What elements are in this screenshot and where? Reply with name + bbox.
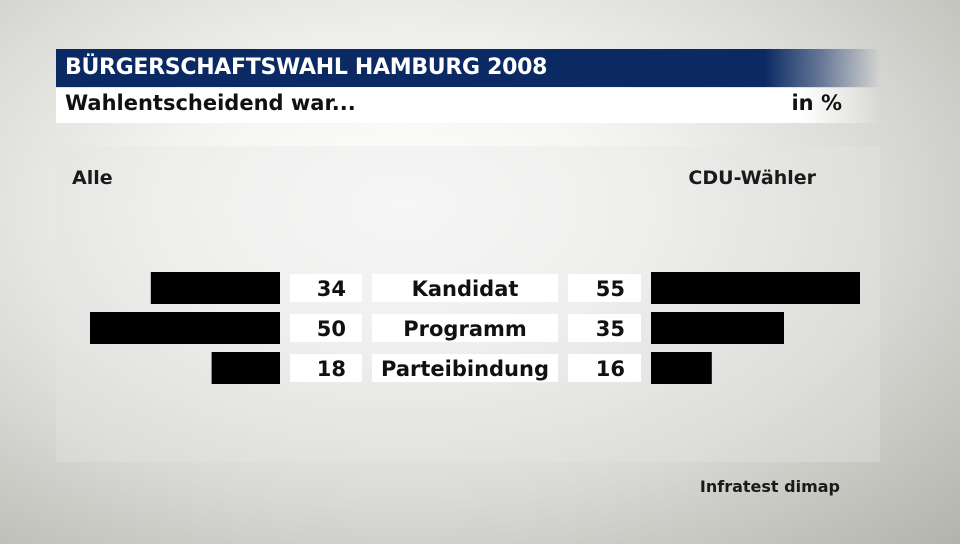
- chart-subtitle: Wahlentscheidend war...: [65, 91, 356, 115]
- value-box-right-0: [568, 274, 641, 302]
- value-label-right-2: 16: [596, 357, 625, 381]
- source-label: Infratest dimap: [699, 477, 840, 496]
- left-column-label: Alle: [72, 167, 113, 189]
- bar-left-2: [211, 352, 280, 384]
- category-label-0: Kandidat: [412, 277, 519, 301]
- unit-label: in %: [791, 91, 842, 115]
- category-label-2: Parteibindung: [381, 357, 549, 381]
- value-label-left-0: 34: [317, 277, 346, 301]
- bar-right-2: [651, 352, 712, 384]
- value-label-right-0: 55: [596, 277, 625, 301]
- value-box-right-1: [568, 314, 641, 342]
- value-box-left-0: [290, 274, 362, 302]
- bar-right-0: [651, 272, 860, 304]
- right-column-label: CDU-Wähler: [688, 167, 816, 189]
- value-label-right-1: 35: [596, 317, 625, 341]
- bar-left-0: [150, 272, 280, 304]
- value-box-left-2: [290, 354, 362, 382]
- category-box-2: [372, 354, 558, 382]
- value-box-right-2: [568, 354, 641, 382]
- category-box-1: [372, 314, 558, 342]
- title-bar: BÜRGERSCHAFTSWAHL HAMBURG 2008: [56, 49, 880, 87]
- value-label-left-1: 50: [317, 317, 346, 341]
- value-box-left-1: [290, 314, 362, 342]
- chart-title: BÜRGERSCHAFTSWAHL HAMBURG 2008: [65, 55, 548, 80]
- category-label-1: Programm: [403, 317, 527, 341]
- bar-left-1: [90, 312, 280, 344]
- value-label-left-2: 18: [317, 357, 346, 381]
- bar-right-1: [651, 312, 784, 344]
- category-box-0: [372, 274, 558, 302]
- subtitle-bar: Wahlentscheidend war... in %: [56, 88, 880, 123]
